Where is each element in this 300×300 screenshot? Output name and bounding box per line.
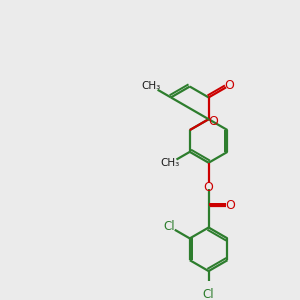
Text: O: O: [204, 181, 214, 194]
Text: O: O: [208, 115, 218, 128]
Text: Cl: Cl: [164, 220, 175, 233]
Text: O: O: [225, 199, 235, 212]
Text: CH₃: CH₃: [142, 81, 161, 91]
Text: O: O: [224, 79, 234, 92]
Text: CH₃: CH₃: [160, 158, 180, 168]
Text: Cl: Cl: [203, 288, 214, 300]
